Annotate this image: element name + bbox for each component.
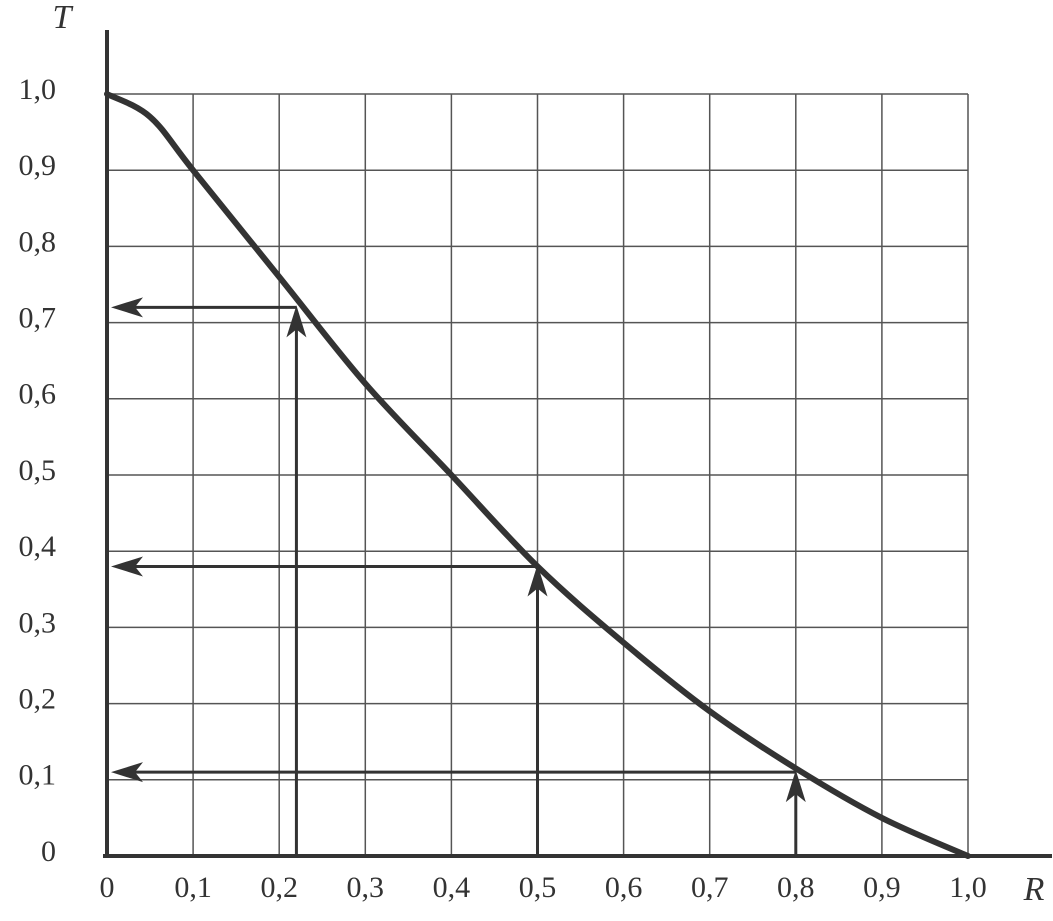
x-tick-label: 0,1 — [174, 871, 212, 904]
y-tick-label: 0,9 — [19, 149, 57, 182]
x-tick-label: 0,6 — [605, 871, 643, 904]
y-tick-label: 0,7 — [19, 301, 57, 334]
arrowhead — [111, 762, 143, 783]
y-tick-label: 0,3 — [19, 606, 57, 639]
y-tick-label: 1,0 — [19, 73, 57, 106]
x-tick-label: 1,0 — [949, 871, 987, 904]
arrowhead — [111, 556, 143, 577]
x-tick-label: 0,2 — [260, 871, 298, 904]
x-tick-label: 0,8 — [777, 871, 815, 904]
x-axis-label: R — [1023, 871, 1045, 908]
x-tick-label: 0,4 — [433, 871, 471, 904]
arrowhead — [286, 305, 307, 338]
y-tick-label: 0,2 — [19, 682, 57, 715]
y-tick-label: 0,8 — [19, 225, 57, 258]
y-tick-label: 0 — [41, 835, 56, 868]
y-tick-label: 0,6 — [19, 378, 57, 411]
arrowhead — [111, 297, 143, 318]
arrowhead — [527, 564, 548, 597]
arrowhead — [785, 770, 806, 803]
x-tick-label: 0,3 — [347, 871, 385, 904]
y-tick-label: 0,4 — [19, 530, 57, 563]
x-tick-label: 0,5 — [519, 871, 557, 904]
curve — [104, 91, 971, 859]
y-tick-label: 0,5 — [19, 454, 57, 487]
x-tick-label: 0,9 — [863, 871, 901, 904]
y-tick-label: 0,1 — [19, 759, 57, 792]
y-axis-label: T — [53, 0, 74, 36]
x-tick-label: 0,7 — [691, 871, 729, 904]
x-tick-label: 0 — [100, 871, 115, 904]
